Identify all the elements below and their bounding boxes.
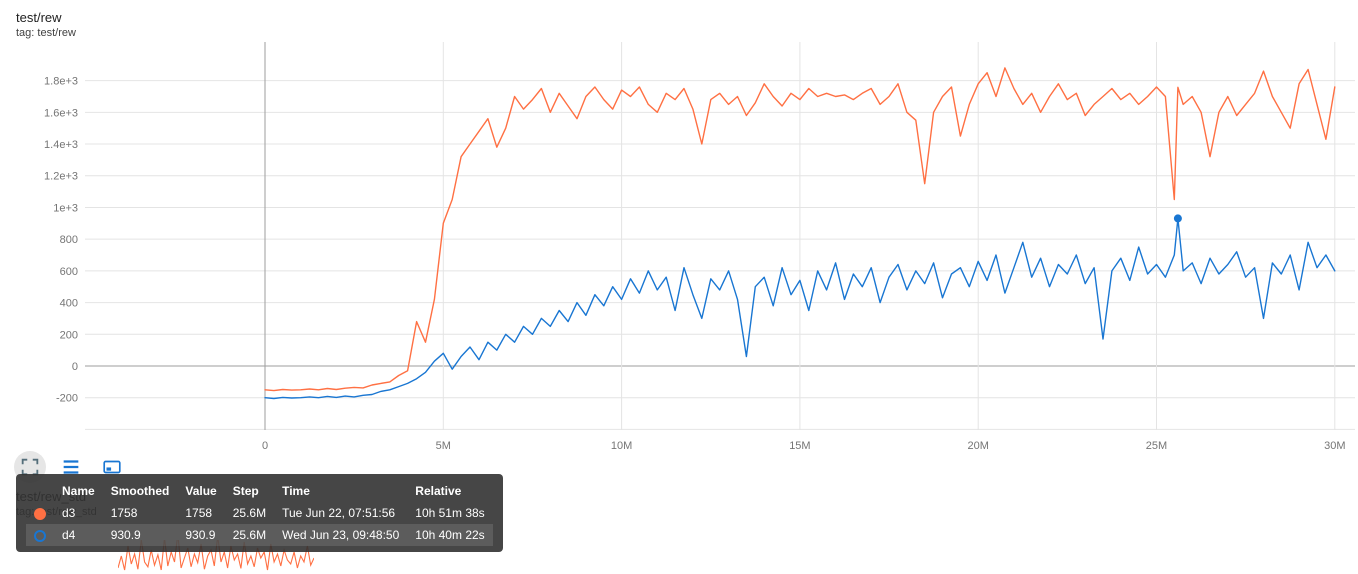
- data-list-icon: [63, 460, 79, 474]
- tooltip-header-time: Time: [282, 484, 310, 498]
- x-tick-label: 20M: [967, 440, 988, 452]
- card1-tag: tag: test/rew: [16, 27, 76, 39]
- tooltip-cell-swatch: [26, 524, 54, 546]
- tooltip-cell-name: d3: [62, 506, 76, 520]
- y-tick-label: 1.2e+3: [44, 171, 78, 183]
- tooltip-cell-value: 1758: [185, 506, 213, 520]
- x-tick-label: 0: [262, 440, 268, 452]
- tooltip-cell-relative: 10h 40m 22s: [415, 528, 485, 542]
- card1-title: test/rew: [16, 10, 62, 25]
- y-tick-label: -200: [56, 393, 78, 405]
- tooltip-header-row: Name Smoothed Value Step Time Relative: [26, 480, 493, 502]
- tooltip-cell-step: 25.6M: [232, 528, 267, 542]
- tooltip-cell-name: d4: [62, 528, 76, 542]
- chart-tooltip: Name Smoothed Value Step Time Relative d3 1758 1…: [16, 474, 503, 552]
- tooltip-header-step: Step: [232, 484, 259, 498]
- x-tick-label: 25M: [1146, 440, 1167, 452]
- card1-header: test/rew tag: test/rew: [16, 10, 76, 40]
- y-tick-label: 1e+3: [53, 202, 78, 214]
- tooltip-header-name: Name: [62, 484, 95, 498]
- y-tick-label: 200: [60, 329, 78, 341]
- x-tick-label: 5M: [436, 440, 451, 452]
- tooltip-header-relative: Relative: [415, 484, 462, 498]
- x-tick-label: 30M: [1324, 440, 1345, 452]
- fit-domain-icon: [103, 460, 121, 474]
- y-tick-label: 1.4e+3: [44, 139, 78, 151]
- tooltip-cell-time: Tue Jun 22, 07:51:56: [282, 506, 396, 520]
- tooltip-cell-smoothed: 1758: [110, 506, 138, 520]
- y-tick-label: 400: [60, 298, 78, 310]
- tooltip-cell-time: Wed Jun 23, 09:48:50: [282, 528, 400, 542]
- toggle-data-list-button[interactable]: [55, 451, 87, 483]
- tooltip-swatch-header: [26, 480, 54, 502]
- y-tick-label: 1.6e+3: [44, 107, 78, 119]
- x-tick-label: 10M: [611, 440, 632, 452]
- tooltip-cell-step: 25.6M: [232, 506, 267, 520]
- tooltip-row-d4: d4 930.9 930.9 25.6M Wed Jun 23, 09:48:50 10h…: [26, 524, 493, 546]
- series-swatch-d4: [34, 529, 46, 542]
- y-tick-label: 1.8e+3: [44, 76, 78, 88]
- series-swatch-d3: [34, 507, 46, 520]
- y-tick-label: 0: [72, 361, 78, 373]
- tooltip-table: Name Smoothed Value Step Time Relative d3 1758 1…: [26, 480, 493, 546]
- tooltip-cell-smoothed: 930.9: [110, 528, 141, 542]
- tooltip-cell-value: 930.9: [185, 528, 216, 542]
- x-tick-label: 15M: [789, 440, 810, 452]
- fit-domain-button[interactable]: [96, 451, 128, 483]
- expand-icon: [21, 458, 39, 476]
- series-line-d3: [264, 67, 1336, 392]
- y-tick-label: 600: [60, 266, 78, 278]
- scalar-line-chart[interactable]: -200 0 200 400 600 800 1e+3 1.2e+3 1.4e+3 1.6e+3 1…: [0, 0, 1358, 460]
- tooltip-row-d3: d3 1758 1758 25.6M Tue Jun 22, 07:51:56 10h 5…: [26, 502, 493, 524]
- highlighted-data-point[interactable]: [1173, 214, 1182, 223]
- tooltip-header-value: Value: [185, 484, 217, 498]
- tooltip-header-smoothed: Smoothed: [110, 484, 170, 498]
- series-line-d4: [264, 217, 1336, 400]
- y-tick-label: 800: [60, 234, 78, 246]
- tooltip-cell-relative: 10h 51m 38s: [415, 506, 485, 520]
- tooltip-cell-swatch: [26, 502, 54, 524]
